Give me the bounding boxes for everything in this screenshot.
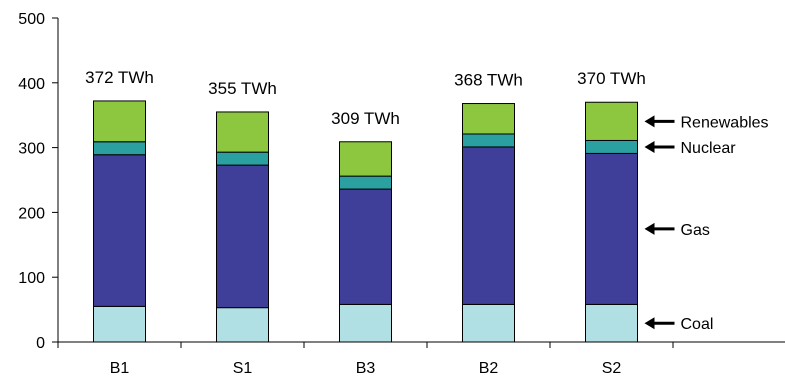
bar-segment-renewables-s2 [585, 101, 638, 141]
bar-segment-gas-b3 [339, 188, 392, 305]
y-tick-label: 300 [18, 141, 45, 158]
y-tick-label: 200 [18, 205, 45, 222]
x-tick-label: B1 [110, 360, 130, 377]
bar-segment-renewables-b2 [462, 103, 515, 135]
bar-segment-coal-b1 [93, 305, 146, 343]
bar-segment-nuclear-b2 [462, 133, 515, 148]
total-label: 372 TWh [85, 68, 154, 87]
bars [93, 100, 638, 343]
legend-label-renewables: Renewables [681, 114, 769, 131]
total-label: 309 TWh [331, 109, 400, 128]
bar-segment-gas-s2 [585, 152, 638, 305]
total-label: 355 TWh [208, 79, 277, 98]
legend: Coal Gas Nuclear Renewables [644, 114, 769, 333]
bar-segment-coal-s2 [585, 303, 638, 343]
legend-arrowhead-coal [644, 317, 655, 330]
legend-label-gas: Gas [681, 222, 710, 239]
x-tick-label: B3 [356, 360, 376, 377]
legend-arrowhead-nuclear [644, 140, 655, 153]
bar-segment-coal-b2 [462, 303, 515, 343]
y-tick-label: 400 [18, 76, 45, 93]
bar-segment-gas-s1 [216, 164, 269, 309]
legend-arrowhead-renewables [644, 115, 655, 128]
total-label: 368 TWh [454, 71, 523, 90]
bar-segment-coal-b3 [339, 303, 392, 343]
x-tick-label: B2 [479, 360, 499, 377]
y-tick-label: 500 [18, 11, 45, 28]
bar-segment-gas-b1 [93, 154, 146, 307]
bar-segment-renewables-s1 [216, 111, 269, 153]
x-tick-label: S1 [233, 360, 253, 377]
bar-segment-nuclear-s2 [585, 139, 638, 154]
y-tick-label: 0 [36, 335, 45, 352]
bar-segment-renewables-b3 [339, 141, 392, 177]
bar-segment-gas-b2 [462, 146, 515, 305]
labels: B1 372 TWh S1 355 TWh B3 309 TWh B2 368 TWh S2 37… [85, 68, 646, 377]
y-tick-label: 100 [18, 270, 45, 287]
bar-segment-nuclear-s1 [216, 151, 269, 166]
total-label: 370 TWh [577, 69, 646, 88]
bar-segment-nuclear-b3 [339, 175, 392, 190]
legend-label-coal: Coal [681, 316, 714, 333]
axes: 0 100 200 300 400 500 [18, 11, 785, 352]
bar-segment-coal-s1 [216, 307, 269, 343]
legend-label-nuclear: Nuclear [681, 140, 737, 157]
bar-segment-nuclear-b1 [93, 141, 146, 156]
bar-segment-renewables-b1 [93, 100, 146, 143]
legend-arrowhead-gas [644, 222, 655, 235]
x-tick-label: S2 [602, 360, 622, 377]
